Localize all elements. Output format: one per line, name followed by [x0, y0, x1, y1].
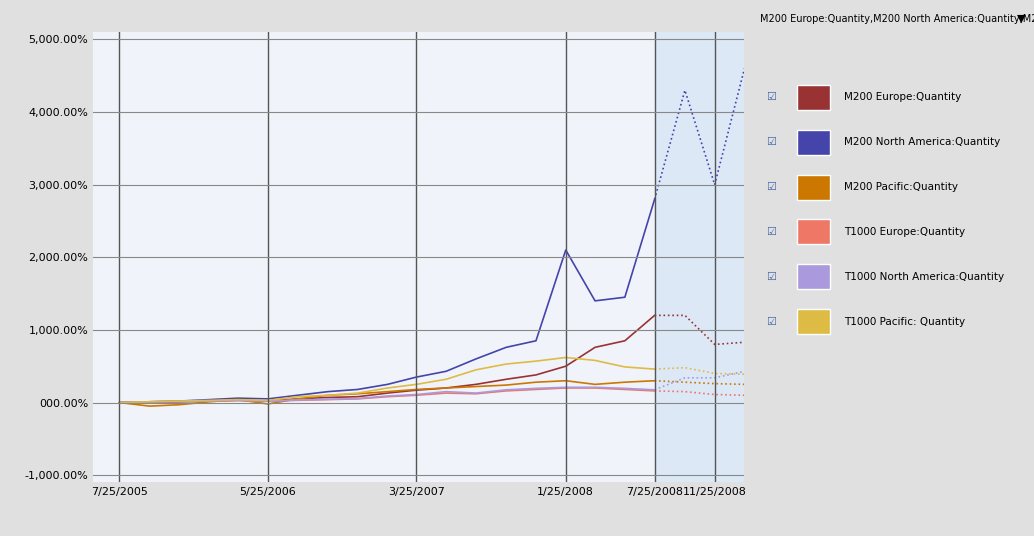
Text: ☑: ☑: [766, 317, 776, 326]
FancyBboxPatch shape: [796, 85, 830, 110]
Text: ☑: ☑: [766, 227, 776, 237]
Text: ▼: ▼: [1017, 14, 1026, 24]
Text: T1000 North America:Quantity: T1000 North America:Quantity: [844, 272, 1004, 282]
Text: ☑: ☑: [766, 182, 776, 192]
Text: T1000 Europe:Quantity: T1000 Europe:Quantity: [844, 227, 966, 237]
Text: T1000 Pacific: Quantity: T1000 Pacific: Quantity: [844, 317, 966, 326]
Bar: [655, 32, 744, 482]
Text: M200 Europe:Quantity,M200 North America:Quantity,M200...: M200 Europe:Quantity,M200 North America:…: [760, 14, 1034, 24]
Text: ☑: ☑: [766, 272, 776, 282]
Text: ☑: ☑: [766, 92, 776, 102]
Text: M200 Pacific:Quantity: M200 Pacific:Quantity: [844, 182, 959, 192]
FancyBboxPatch shape: [796, 219, 830, 244]
FancyBboxPatch shape: [796, 309, 830, 334]
Text: ☑: ☑: [766, 137, 776, 147]
FancyBboxPatch shape: [796, 130, 830, 155]
Text: M200 North America:Quantity: M200 North America:Quantity: [844, 137, 1001, 147]
FancyBboxPatch shape: [796, 175, 830, 199]
Text: M200 Europe:Quantity: M200 Europe:Quantity: [844, 92, 962, 102]
FancyBboxPatch shape: [796, 264, 830, 289]
